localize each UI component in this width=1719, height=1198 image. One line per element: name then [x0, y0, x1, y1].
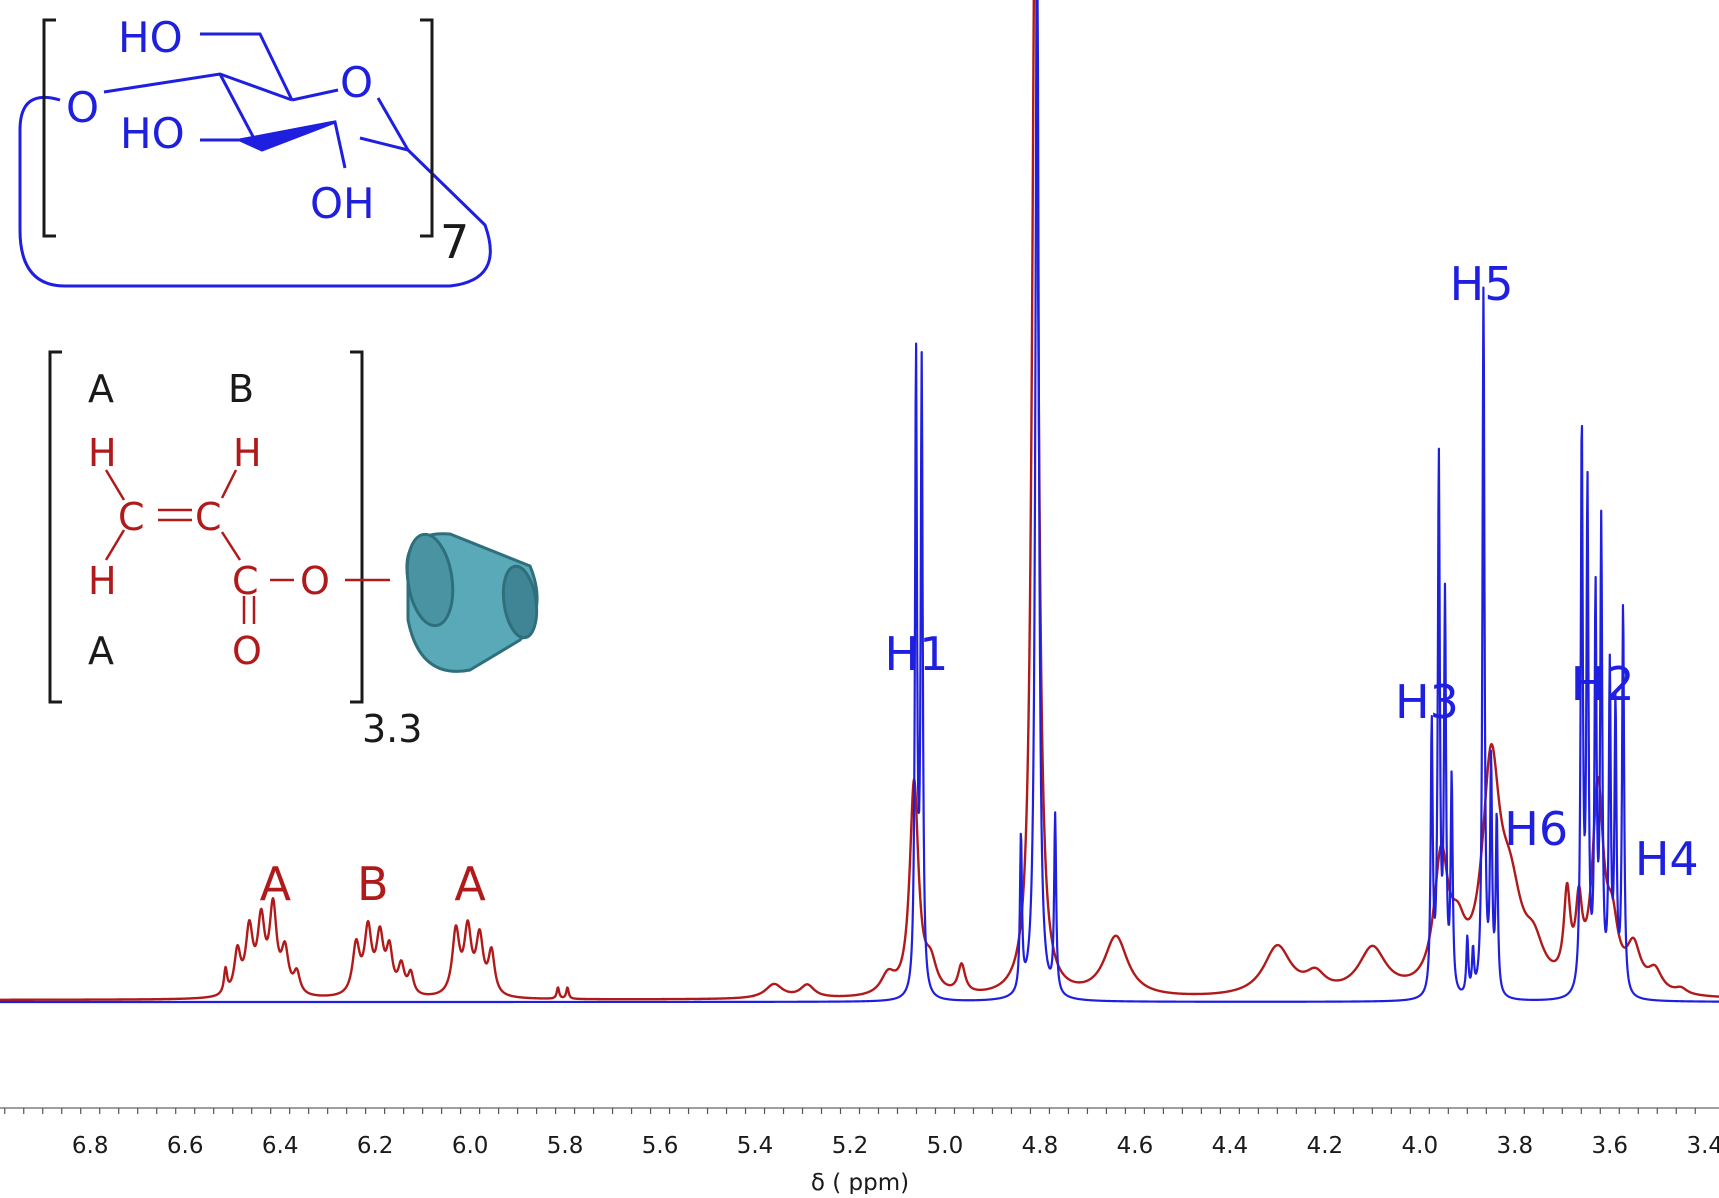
x-tick-label: 6.4: [262, 1133, 299, 1159]
spectrum-line-red: [0, 0, 1719, 1001]
peak-label-h6: H6: [1504, 802, 1568, 856]
x-tick-label: 6.6: [167, 1133, 204, 1159]
label-a-top: A: [88, 367, 114, 411]
ester-oxygen: O: [300, 559, 330, 603]
acrylate-bonds: [104, 469, 390, 624]
x-tick-label: 3.6: [1591, 1133, 1628, 1159]
x-tick-label: 5.8: [547, 1133, 584, 1159]
oh-label: OH: [310, 179, 375, 228]
ch2oh-bond: [200, 32, 294, 101]
peak-label-h2: H2: [1571, 657, 1635, 711]
peak-label-a: A: [260, 857, 292, 911]
right-bracket: [350, 350, 364, 704]
peak-label-h3: H3: [1395, 675, 1459, 729]
x-tick-label: 4.8: [1022, 1133, 1059, 1159]
x-axis-ticks: 6.8 6.6 6.4 6.2 6.0 5.8 5.6 5.4 5.2 5.0 4.8 4.6 4.4 4…: [4, 1108, 1719, 1159]
hydrogen-b: H: [233, 431, 262, 475]
x-tick-label: 5.0: [927, 1133, 964, 1159]
h-c-bond-bottom: [104, 529, 126, 561]
x-tick-label: 4.6: [1117, 1133, 1154, 1159]
left-bracket: [42, 18, 56, 238]
x-axis-label: δ ( ppm): [811, 1170, 909, 1194]
ring-oxygen-label: O: [340, 58, 373, 107]
ho-mid-label: HO: [120, 109, 185, 158]
hydrogen-a-bottom: H: [88, 559, 117, 603]
carbon-1: C: [118, 495, 145, 539]
c-c-double-bond: [158, 508, 192, 522]
peak-label-a: A: [454, 857, 486, 911]
peak-annotations: A B A H1 H3 H5 H6 H2 H4: [260, 257, 1699, 911]
carbon-3: C: [232, 559, 259, 603]
carbon-2: C: [195, 495, 222, 539]
x-tick-label: 6.2: [357, 1133, 394, 1159]
c-c-bond: [220, 531, 242, 561]
x-tick-label: 6.8: [72, 1133, 109, 1159]
cyclodextrin-brackets: [42, 18, 434, 238]
x-axis: 6.8 6.6 6.4 6.2 6.0 5.8 5.6 5.4 5.2 5.0 4.8 4.6 4.4 4…: [0, 1107, 1719, 1159]
x-tick-label: 4.4: [1212, 1133, 1249, 1159]
macrocycle-loop: [18, 95, 492, 288]
wedge-bond: [235, 120, 336, 152]
x-tick-label: 5.6: [642, 1133, 679, 1159]
c-o-double-bond: [242, 596, 256, 624]
peak-label-b: B: [357, 857, 389, 911]
ho-top-label: HO: [118, 13, 183, 62]
acrylate-labels: A B H H C C H C O O A: [88, 367, 330, 673]
cyclodextrin-structure: [18, 32, 492, 288]
x-tick-label: 3.8: [1497, 1133, 1534, 1159]
x-tick-label: 4.2: [1307, 1133, 1344, 1159]
h-c-bond-right: [220, 469, 238, 499]
hydrogen-a-top: H: [88, 431, 117, 475]
x-tick-label: 5.4: [737, 1133, 774, 1159]
spectrum-line-blue: [0, 0, 1719, 1004]
x-tick-label: 3.4: [1686, 1133, 1719, 1159]
acrylate-brackets: [48, 350, 364, 704]
spectrum-traces: [0, 0, 1719, 1004]
h-c-bond-top: [104, 469, 126, 501]
glycosidic-oxygen-label: O: [66, 83, 99, 132]
x-tick-label: 4.0: [1402, 1133, 1439, 1159]
peak-label-h4: H4: [1635, 832, 1699, 886]
right-bracket: [420, 18, 434, 238]
x-tick-label: 5.2: [832, 1133, 869, 1159]
cyclodextrin-labels: HO O O HO OH: [66, 13, 375, 228]
ring-bond-c5-o: [291, 88, 339, 102]
label-a-bottom: A: [88, 629, 114, 673]
peak-label-h5: H5: [1450, 257, 1514, 311]
label-b-top: B: [228, 367, 254, 411]
left-bracket: [48, 350, 62, 704]
substitution-degree-label: 3.3: [362, 707, 422, 751]
ring-bond-c4-o: [103, 72, 293, 102]
carbonyl-oxygen: O: [232, 629, 262, 673]
repeat-count-label: 7: [440, 215, 469, 269]
ring-bond-c4-c3: [218, 73, 260, 147]
x-tick-label: 6.0: [452, 1133, 489, 1159]
cyclodextrin-icon: [405, 532, 539, 673]
peak-label-h1: H1: [885, 627, 949, 681]
